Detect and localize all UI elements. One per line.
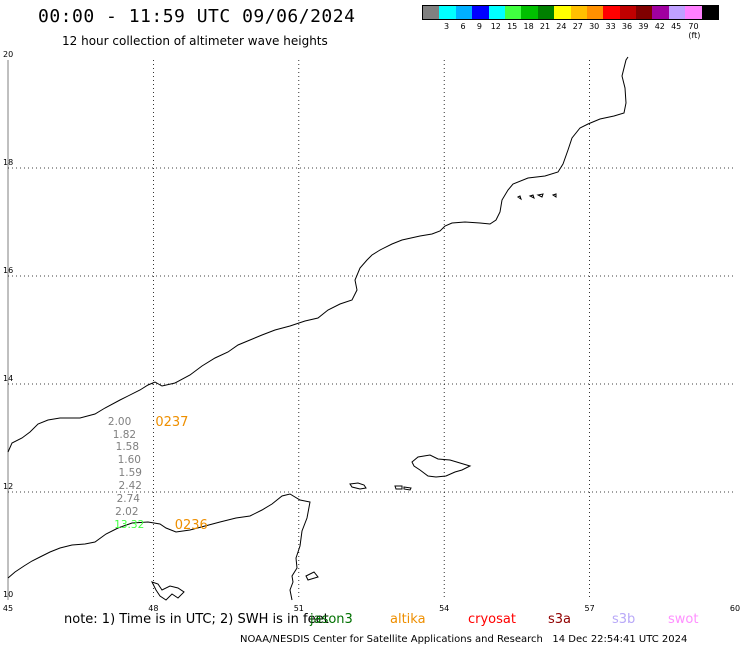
x-tick-label: 51 <box>294 604 304 613</box>
wave-height-value: 1.58 <box>115 441 140 454</box>
map-subtitle: 12 hour collection of altimeter wave hei… <box>62 34 328 48</box>
legend-swatch <box>439 6 456 19</box>
samhah-island <box>394 485 412 491</box>
x-tick-label: 57 <box>585 604 595 613</box>
x-tick-label: 54 <box>439 604 449 613</box>
legend-swatch <box>586 6 604 19</box>
satellite-label-jason3: jason3 <box>310 612 353 627</box>
legend-swatch <box>603 6 620 19</box>
legend-swatches <box>422 5 720 20</box>
somali-coast <box>7 493 311 601</box>
legend-swatch <box>472 6 489 19</box>
arabian-coast <box>7 56 629 453</box>
legend-swatch <box>685 6 702 19</box>
legend-swatch <box>636 6 653 19</box>
legend-label: 12 <box>490 22 501 31</box>
legend-label: 3 <box>444 22 450 31</box>
legend-swatch <box>652 6 669 19</box>
legend-label: 45 <box>671 22 682 31</box>
socotra-island <box>411 454 472 478</box>
legend-label: 70 (ft) <box>688 22 701 40</box>
map-title: 00:00 - 11:59 UTC 09/06/2024 <box>38 6 356 27</box>
satellite-label-s3a: s3a <box>548 612 572 627</box>
satellite-label-cryosat: cryosat <box>468 612 516 627</box>
coastline <box>7 56 629 601</box>
satellite-label-altika: altika <box>390 612 426 627</box>
wave-height-value: 2.42 <box>118 480 142 493</box>
legend-label: 36 <box>621 22 633 31</box>
legend-label: 15 <box>507 22 518 31</box>
bottom-coast-fragment <box>151 581 185 601</box>
legend-label: 33 <box>605 22 616 31</box>
legend-swatch <box>619 6 637 19</box>
satellite-label-swot: swot <box>668 612 699 627</box>
hallaniyat-islands <box>517 193 557 201</box>
legend-swatch <box>570 6 587 19</box>
legend-label: 24 <box>556 22 567 31</box>
legend-swatch <box>504 6 522 19</box>
legend-swatch <box>701 6 719 19</box>
legend-swatch <box>488 6 505 19</box>
legend-label: 42 <box>654 22 665 31</box>
wave-height-value: 13.32 <box>114 519 145 532</box>
wave-height-value: 1.60 <box>117 454 141 467</box>
legend-label: 27 <box>572 22 583 31</box>
legend-swatch <box>554 6 571 19</box>
bottom-note: note: 1) Time is in UTC; 2) SWH is in fe… <box>64 612 329 627</box>
x-tick-label: 45 <box>3 604 13 613</box>
x-tick-label: 60 <box>730 604 740 613</box>
legend-swatch <box>455 6 473 19</box>
pass-time-label: 0236 <box>174 518 208 534</box>
x-tick-label: 48 <box>148 604 158 613</box>
wave-height-value: 2.74 <box>116 493 140 506</box>
legend-swatch <box>668 6 686 19</box>
legend-swatch <box>521 6 538 19</box>
legend-labels: 3 6 9 12 15 18 21 24 27 30 33 36 39 42 45 70 (ft) <box>422 21 719 40</box>
legend-label: 9 <box>476 22 482 31</box>
legend-swatch <box>537 6 555 19</box>
satellite-label-s3b: s3b <box>612 612 636 627</box>
legend-label: 39 <box>638 22 649 31</box>
legend-label: 21 <box>539 22 551 31</box>
abd-al-kuri-island <box>349 482 367 490</box>
horn-fragment <box>305 571 319 581</box>
color-legend: 3 6 9 12 15 18 21 24 27 30 33 36 39 42 45 70 (ft) <box>422 5 720 40</box>
wave-height-value: 2.02 <box>115 506 139 519</box>
pass-time-label: 0237 <box>155 414 189 430</box>
credit-line: NOAA/NESDIS Center for Satellite Applica… <box>240 634 688 645</box>
wave-height-value: 2.00 <box>107 415 132 428</box>
y-tick-label: 20 <box>3 50 13 59</box>
legend-label: 18 <box>523 22 534 31</box>
wave-height-value: 1.82 <box>112 428 137 441</box>
legend-label: 6 <box>460 22 466 31</box>
legend-label: 30 <box>589 22 600 31</box>
wave-height-value: 1.59 <box>118 467 142 480</box>
legend-swatch <box>423 6 440 19</box>
